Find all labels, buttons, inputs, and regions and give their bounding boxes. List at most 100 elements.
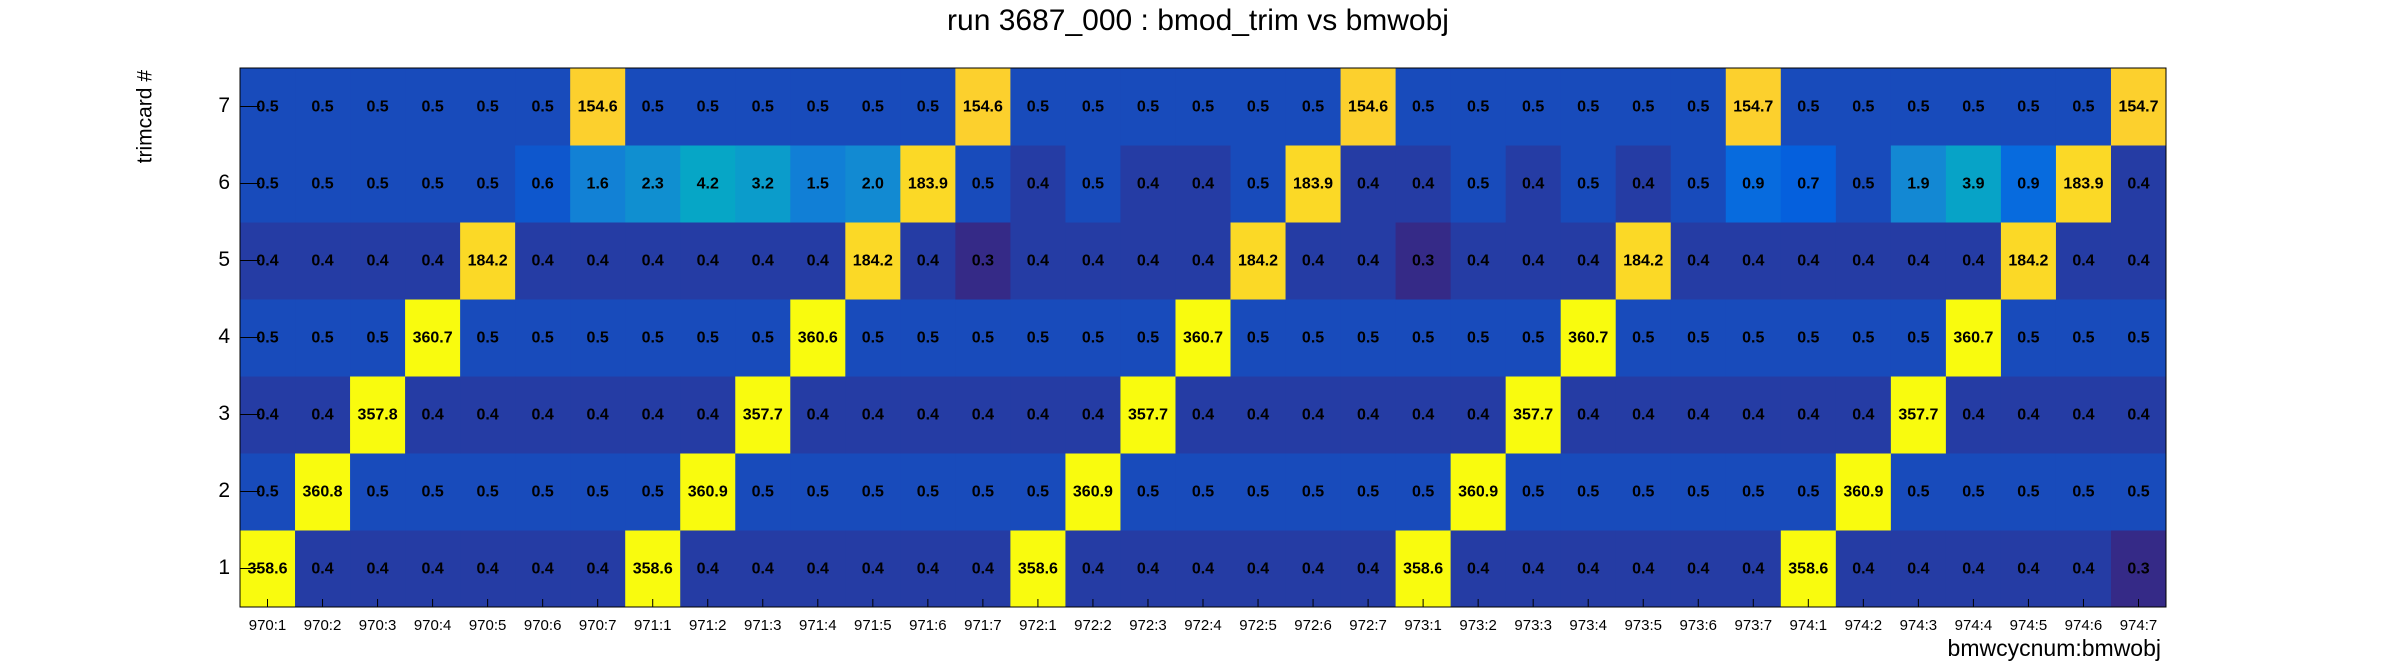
cell (1340, 453, 1397, 531)
x-tick-label: 971:1 (634, 617, 672, 634)
cell (1560, 222, 1617, 300)
cell-label: 0.4 (421, 561, 443, 578)
cell-label: 0.4 (1467, 561, 1489, 578)
cell-label: 0.5 (642, 99, 664, 116)
cell-label: 0.5 (1027, 99, 1049, 116)
cell-label: 358.6 (1403, 561, 1443, 578)
cell (1615, 530, 1672, 608)
cell (1560, 530, 1617, 608)
cell-label: 0.5 (1577, 484, 1599, 501)
cell (2000, 222, 2057, 300)
cell (350, 376, 406, 454)
cell (405, 222, 461, 300)
x-tick-label: 974:4 (1955, 617, 1993, 634)
cell (1890, 376, 1947, 454)
cell (680, 530, 736, 608)
cell-label: 0.5 (1137, 330, 1159, 347)
cell-label: 0.5 (972, 484, 994, 501)
cell (2000, 453, 2057, 531)
cell-label: 0.4 (477, 407, 499, 424)
cell-label: 0.5 (2017, 330, 2039, 347)
cell-label: 0.4 (1962, 561, 1984, 578)
cell-label: 0.4 (1577, 407, 1599, 424)
x-tick-label: 970:1 (249, 617, 287, 634)
cell-label: 0.7 (1797, 176, 1819, 193)
cell-label: 0.5 (1467, 330, 1489, 347)
cell (1725, 376, 1782, 454)
cell (2000, 530, 2057, 608)
cell-label: 184.2 (1623, 253, 1663, 270)
cell-label: 0.5 (1302, 330, 1324, 347)
cell (1395, 530, 1452, 608)
cell (1285, 530, 1342, 608)
cell-label: 360.7 (1183, 330, 1223, 347)
x-tick-label: 972:2 (1074, 617, 1112, 634)
cell-label: 0.5 (587, 484, 609, 501)
cell-label: 184.2 (1238, 253, 1278, 270)
cell-label: 0.4 (917, 561, 939, 578)
cell (460, 145, 516, 223)
cell (1065, 376, 1121, 454)
cell-label: 0.5 (2072, 330, 2094, 347)
cell-label: 0.5 (311, 176, 333, 193)
cell (1285, 376, 1342, 454)
cell-label: 0.4 (1412, 176, 1434, 193)
cell-label: 0.4 (1852, 253, 1874, 270)
cell (900, 376, 956, 454)
cell (1780, 376, 1837, 454)
cell-label: 0.4 (1907, 253, 1929, 270)
cell (1340, 376, 1397, 454)
cell (1725, 530, 1782, 608)
cell (1175, 222, 1232, 300)
cell-label: 0.5 (1357, 484, 1379, 501)
cell-label: 0.4 (1357, 176, 1379, 193)
cell (845, 376, 901, 454)
cell (790, 145, 846, 223)
cell-label: 0.5 (477, 484, 499, 501)
cell-label: 0.5 (1082, 176, 1104, 193)
cell (1010, 145, 1066, 223)
cell (735, 145, 791, 223)
cell (350, 222, 406, 300)
cell-label: 0.5 (477, 99, 499, 116)
cell (2055, 145, 2112, 223)
cell (2000, 68, 2057, 146)
cell-label: 1.5 (807, 176, 829, 193)
cell-label: 360.9 (688, 484, 728, 501)
cell (295, 299, 351, 377)
cell-label: 0.5 (1797, 99, 1819, 116)
cell (1505, 376, 1562, 454)
cell-label: 0.4 (697, 253, 719, 270)
cell-label: 0.5 (1302, 99, 1324, 116)
cell-label: 0.4 (1082, 407, 1104, 424)
cell-label: 0.5 (1192, 99, 1214, 116)
x-tick-label: 974:5 (2010, 617, 2048, 634)
cell-label: 358.6 (247, 561, 287, 578)
cell (1065, 145, 1121, 223)
cell-label: 0.5 (1962, 99, 1984, 116)
cell (1340, 145, 1397, 223)
cell (1120, 453, 1176, 531)
x-tick-label: 972:1 (1019, 617, 1057, 634)
cell (955, 453, 1011, 531)
cell-label: 0.5 (1687, 330, 1709, 347)
cell (955, 299, 1011, 377)
cell (1890, 145, 1947, 223)
cell-label: 0.5 (642, 484, 664, 501)
cell-label: 0.5 (752, 330, 774, 347)
cell (2000, 376, 2057, 454)
cell-label: 0.4 (917, 253, 939, 270)
cell (1450, 453, 1507, 531)
x-tick-label: 972:7 (1349, 617, 1387, 634)
cell-label: 3.9 (1962, 176, 1984, 193)
cell (1230, 222, 1287, 300)
cell (735, 68, 791, 146)
cell-label: 0.4 (1577, 253, 1599, 270)
cell-label: 0.4 (256, 407, 278, 424)
cell (515, 530, 571, 608)
cell-label: 0.4 (807, 253, 829, 270)
cell-label: 0.5 (256, 330, 278, 347)
cell-label: 0.5 (421, 176, 443, 193)
cell-label: 0.5 (1357, 330, 1379, 347)
cell-label: 0.4 (642, 253, 664, 270)
